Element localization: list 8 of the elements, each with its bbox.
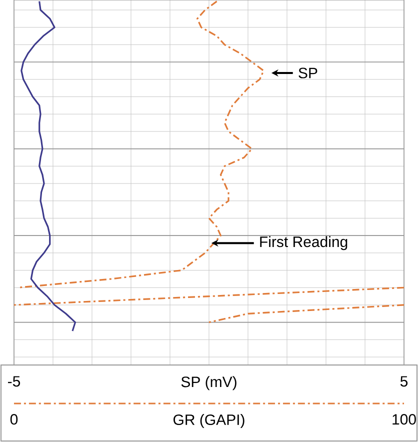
annotation: SP (298, 68, 318, 78)
x2-tick-label: 100 (392, 414, 416, 425)
x2-axis-title: GR (GAPI) (174, 414, 244, 428)
x2-tick-label: 0 (10, 414, 18, 425)
x-tick-label: 5 (400, 376, 408, 387)
x-axis-title: SP (mV) (181, 376, 236, 390)
x-tick-label: -5 (8, 376, 20, 387)
annotation: First Reading (260, 236, 348, 250)
